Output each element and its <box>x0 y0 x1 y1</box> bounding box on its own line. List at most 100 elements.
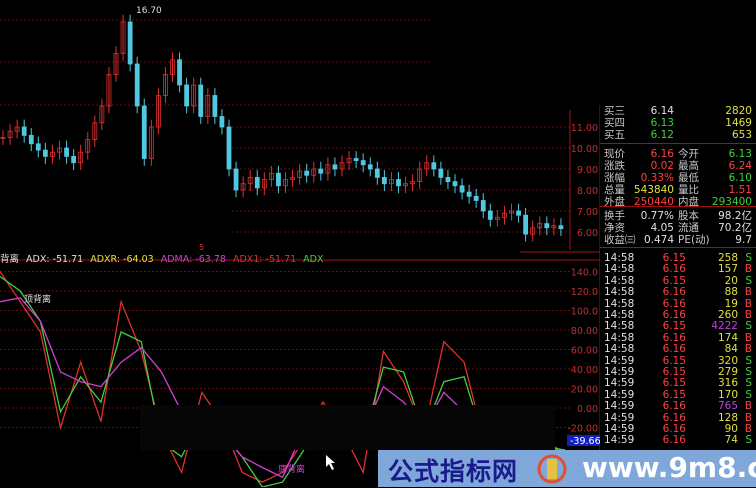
tick-side: S <box>745 388 752 401</box>
tick-side: B <box>744 423 752 435</box>
tick-row[interactable]: 14:58 6.16 157 B <box>600 263 756 275</box>
quote-value: 0.02 <box>650 160 674 172</box>
tick-side: S <box>745 274 752 287</box>
tick-row[interactable]: 14:58 6.16 260 B <box>600 309 756 321</box>
tick-row[interactable]: 14:58 6.16 19 B <box>600 298 756 310</box>
tick-side: B <box>744 400 752 413</box>
price-axis-label: 6.00 <box>577 228 598 239</box>
candle-body <box>141 105 147 159</box>
divider <box>600 143 756 144</box>
price-axis-label: 9.00 <box>577 165 598 176</box>
quote-value: 0.77% <box>640 210 674 222</box>
quote-value: 6.13 <box>728 148 752 160</box>
tick-row[interactable]: 14:58 6.15 258 S <box>600 252 756 264</box>
candle-body <box>523 214 529 235</box>
candle-body <box>558 225 564 230</box>
candle-body <box>42 149 48 157</box>
tick-row[interactable]: 14:59 6.15 170 S <box>600 389 756 401</box>
price-axis-label: 7.00 <box>577 207 598 218</box>
candle-body <box>396 179 401 187</box>
candle-body <box>170 59 175 75</box>
tick-volume: 316 <box>717 377 738 390</box>
candle-body <box>261 179 267 189</box>
candle-body <box>57 147 62 153</box>
tick-row[interactable]: 14:59 6.15 316 S <box>600 377 756 389</box>
tick-volume: 128 <box>717 411 738 424</box>
candle-body <box>367 164 373 170</box>
candle-body <box>191 84 197 107</box>
tick-row[interactable]: 14:58 6.15 20 S <box>600 275 756 287</box>
candle-body <box>177 59 182 86</box>
tick-time: 14:59 <box>604 354 635 367</box>
quote-value: 6.14 <box>650 105 674 117</box>
indicator-line-adx <box>0 275 566 487</box>
candle-body <box>551 225 557 229</box>
candle-body <box>452 181 458 187</box>
candle-body <box>212 95 218 117</box>
tick-time: 14:59 <box>604 423 635 435</box>
cursor-value-box <box>567 435 600 446</box>
candle-body <box>71 155 77 164</box>
marker-label: 5 <box>199 243 204 252</box>
tick-time: 14:58 <box>604 331 635 344</box>
tick-volume: 174 <box>717 331 738 344</box>
candle-body <box>64 147 69 157</box>
tick-price: 6.15 <box>662 354 686 367</box>
divider <box>600 247 756 248</box>
tick-time: 14:58 <box>604 297 635 310</box>
tick-price: 6.16 <box>662 411 686 424</box>
quote-row: 收益㈢ 0.474 PE(动) 9.7 <box>600 234 756 246</box>
stock-chart[interactable]: 11.00 10.00 9.00 8.00 7.00 6.00 16.70 5 140.0 120… <box>0 0 600 487</box>
quote-row: 买五 6.12 653 <box>600 129 756 141</box>
tick-price: 6.15 <box>662 366 686 378</box>
candle-body <box>106 74 112 107</box>
tick-row[interactable]: 14:59 6.16 765 B <box>600 400 756 412</box>
candle-body <box>516 210 521 216</box>
tick-row[interactable]: 14:59 6.15 320 S <box>600 355 756 367</box>
quote-row: 涨幅 0.33% 最低 6.10 <box>600 172 756 184</box>
watermark-url: www.9m8.cn <box>582 451 756 484</box>
indicator-name: 背离 <box>0 254 20 265</box>
quote-row: 外盘 250440 内盘 293400 <box>600 196 756 208</box>
quote-value: 6.13 <box>650 117 674 129</box>
indicator-header: 背离 ADX: -51.71 ADXR: -64.03 ADMA: -63.78… <box>0 251 332 265</box>
tick-volume: 20 <box>724 274 738 287</box>
tick-time: 14:59 <box>604 377 635 390</box>
candle-body <box>50 151 55 157</box>
quote-value: 543840 <box>633 184 674 196</box>
tick-row[interactable]: 14:58 6.16 84 B <box>600 343 756 355</box>
tick-volume: 258 <box>717 252 738 264</box>
quote-value: 4.05 <box>650 222 674 234</box>
tick-row[interactable]: 14:58 6.16 174 B <box>600 332 756 344</box>
tick-row[interactable]: 14:58 6.16 88 B <box>600 286 756 298</box>
tick-time: 14:58 <box>604 252 635 264</box>
tick-volume: 765 <box>717 400 738 413</box>
tick-row[interactable]: 14:59 6.16 74 S <box>600 434 756 446</box>
tick-price: 6.16 <box>662 309 686 321</box>
candle-body <box>268 172 274 180</box>
tick-side: B <box>744 411 752 424</box>
cursor-value: -39.66 <box>570 436 600 447</box>
tick-row[interactable]: 14:59 6.16 90 B <box>600 423 756 435</box>
quote-label: 涨幅 <box>604 172 625 184</box>
candle-body <box>35 143 41 151</box>
candle-body <box>276 172 281 187</box>
tick-time: 14:58 <box>604 286 635 299</box>
tick-row[interactable]: 14:58 6.15 4222 S <box>600 320 756 332</box>
candle-body <box>445 176 451 182</box>
candle-body <box>494 216 500 220</box>
tick-side: S <box>745 366 752 378</box>
candle-body <box>240 183 246 191</box>
tick-time: 14:58 <box>604 343 635 356</box>
quote-label: PE(动) <box>678 234 710 246</box>
quote-value: 250440 <box>633 196 674 208</box>
indicator-axis-label: 100.0 <box>571 307 598 318</box>
tick-row[interactable]: 14:59 6.15 279 S <box>600 366 756 378</box>
candle-body <box>85 139 91 153</box>
tick-row[interactable]: 14:59 6.16 128 B <box>600 412 756 424</box>
candle-body <box>283 179 288 187</box>
quote-row: 买四 6.13 1469 <box>600 117 756 129</box>
tick-side: B <box>744 263 752 276</box>
indicator-axis-label: 120.0 <box>571 287 598 298</box>
quote-label: 流通 <box>678 222 699 234</box>
